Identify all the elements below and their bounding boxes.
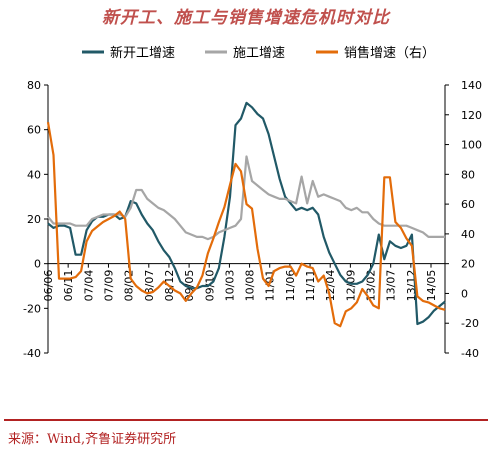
x-axis-tick-label: 12/04 <box>324 270 337 302</box>
legend-label: 新开工增速 <box>110 45 175 61</box>
source-note: 来源：Wind,齐鲁证券研究所 <box>8 428 176 447</box>
right-axis-tick-label: 120 <box>461 109 482 122</box>
left-axis-tick-label: 60 <box>27 124 41 137</box>
x-axis-tick-label: 11/11 <box>304 270 317 302</box>
x-axis-tick-label: 11/06 <box>284 270 297 302</box>
left-axis-tick-label: 0 <box>34 258 41 271</box>
x-axis-tick-label: 14/05 <box>425 270 438 302</box>
legend-label: 施工增速 <box>233 46 285 61</box>
left-axis-tick-label: 80 <box>27 79 41 92</box>
left-axis-tick-label: -20 <box>23 302 41 315</box>
series-line-3 <box>46 122 446 328</box>
legend: 新开工增速 施工增速 销售增速（右） <box>82 45 435 61</box>
right-axis-tick-label: 20 <box>461 258 475 271</box>
x-axis-tick-label: 12/09 <box>344 270 357 302</box>
x-axis-tick-label: 08/07 <box>143 270 156 302</box>
right-axis-tick-label: -40 <box>461 347 479 360</box>
right-axis-tick-label: 140 <box>461 79 482 92</box>
source-divider <box>4 419 488 421</box>
series-line-2 <box>47 155 445 241</box>
right-axis-tick-label: 0 <box>461 287 468 300</box>
x-axis-tick-label: 06/11 <box>62 270 75 302</box>
series-layer <box>46 101 446 328</box>
legend-label: 销售增速（右） <box>344 45 435 61</box>
x-axis-tick-label: 13/07 <box>385 270 398 302</box>
x-axis-tick-label: 11/01 <box>264 270 277 302</box>
axes: -40 -20 0 20 40 60 80 -40 -20 0 20 40 60 80 100 120 140 0… <box>23 79 482 360</box>
x-axis-tick-label: 08/02 <box>123 270 136 302</box>
left-axis-tick-label: 20 <box>27 213 41 226</box>
chart-title: 新开工、施工与销售增速危机时对比 <box>102 8 390 28</box>
x-axis-tick-label: 06/06 <box>42 270 55 302</box>
left-axis-tick-label: -40 <box>23 347 41 360</box>
x-axis-tick-label: 10/03 <box>223 270 236 302</box>
right-axis-tick-label: 100 <box>461 139 482 152</box>
x-axis-tick-label: 13/02 <box>365 270 378 302</box>
right-axis-tick-label: 80 <box>461 168 475 181</box>
right-axis-tick-label: 60 <box>461 198 475 211</box>
source-text: Wind,齐鲁证券研究所 <box>47 432 177 447</box>
x-axis-tick-label: 07/09 <box>102 270 115 302</box>
x-axis-tick-label: 10/08 <box>244 270 257 302</box>
right-axis-tick-label: 40 <box>461 228 475 241</box>
x-axis-tick-label: 07/04 <box>82 270 95 302</box>
source-label: 来源： <box>8 432 48 447</box>
left-axis-tick-label: 40 <box>27 168 41 181</box>
right-axis-tick-label: -20 <box>461 317 479 330</box>
